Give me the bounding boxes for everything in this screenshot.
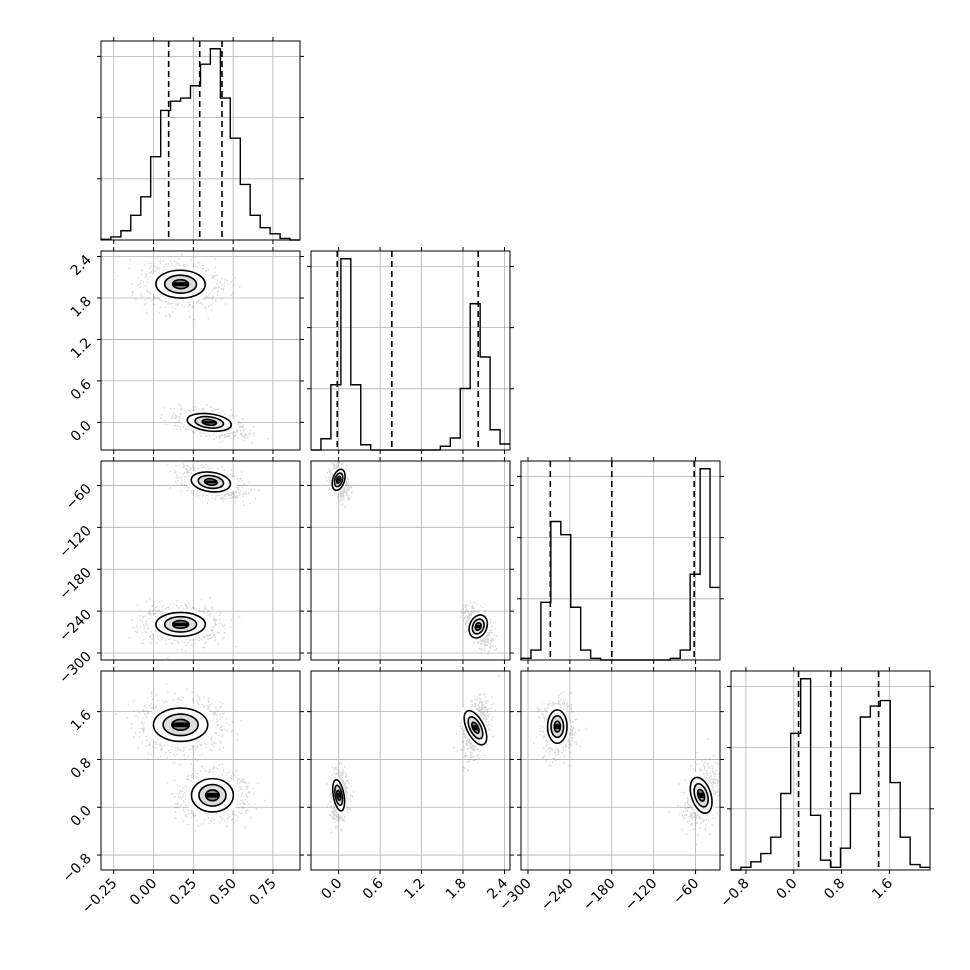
- y-tick-label: −240: [56, 607, 95, 646]
- x-tick-label: −180: [580, 876, 619, 915]
- x-tick-label: 0.50: [207, 876, 240, 909]
- panel-frame: [310, 460, 511, 661]
- y-tick-label: 2.4: [68, 252, 95, 279]
- x-tick-label: 1.2: [401, 876, 428, 903]
- scatter-area: [115, 683, 265, 832]
- density-peak: [205, 792, 220, 798]
- x-tick-label: 0.75: [246, 876, 279, 909]
- histogram-steps: [311, 258, 510, 451]
- y-tick-label: 0.0: [68, 803, 95, 830]
- corner-plot-panels: −0.8 0.0 0.8 1.60.00.61.21.82.4−300−240−180…: [56, 37, 934, 917]
- y-tick-label: 1.2: [68, 335, 95, 362]
- histogram-panel-2: [307, 247, 514, 454]
- density-peak: [202, 421, 217, 424]
- panel-frame: [310, 250, 511, 451]
- x-tick-label: −0.25: [79, 876, 121, 918]
- y-tick-label: 0.8: [68, 755, 95, 782]
- x-tick-label: 0.6: [360, 875, 387, 902]
- x-tick-label: −60: [670, 876, 702, 908]
- panel-frame: [100, 460, 301, 661]
- x-tick-label: 0.0: [774, 876, 801, 903]
- y-tick-label: −300: [56, 649, 95, 688]
- density-peak: [698, 792, 705, 798]
- density-peak: [172, 282, 189, 287]
- histogram-panel-1: [97, 37, 304, 244]
- y-tick-label: 0.6: [68, 376, 95, 403]
- density-peak: [336, 793, 341, 798]
- scatter-panel-4-2: 0.0 0.6 1.2 1.8 2.4: [307, 667, 514, 903]
- scatter-panel-2-1: 0.0 0.6 1.2 1.8 2.4: [68, 247, 304, 454]
- scatter-panel-3-1: −300−240−180−120 −60: [56, 457, 304, 687]
- density-peak: [336, 478, 341, 482]
- scatter-area: [533, 691, 720, 846]
- scatter-area: [325, 461, 498, 655]
- x-tick-label: 0.25: [167, 876, 200, 909]
- y-tick-label: −60: [63, 481, 95, 513]
- scatter-panel-3-2: [307, 457, 514, 664]
- y-tick-label: −120: [56, 523, 95, 562]
- density-peak: [204, 480, 218, 484]
- x-tick-label: 1.6: [869, 875, 896, 902]
- y-tick-label: 0.0: [68, 418, 95, 445]
- x-tick-label: 0.0: [318, 876, 345, 903]
- panel-frame: [100, 40, 301, 241]
- x-tick-label: 0.00: [127, 876, 160, 909]
- scatter-panel-4-1: −0.25 0.00 0.25 0.50 0.75 −0.8 0.0 0.8 1.6: [59, 667, 304, 917]
- histogram-panel-4: −0.8 0.0 0.8 1.6: [717, 667, 934, 911]
- scatter-panel-4-3: −300 −240 −180 −120 −60: [496, 667, 724, 914]
- scatter-area: [326, 675, 500, 834]
- y-tick-label: −0.8: [59, 851, 94, 886]
- x-tick-label: −0.8: [717, 876, 752, 911]
- y-tick-label: 1.8: [68, 294, 95, 321]
- density-peak: [172, 622, 189, 627]
- panel-frame: [520, 670, 721, 871]
- histogram-panel-3: [517, 457, 724, 664]
- panel-frame: [100, 670, 301, 871]
- panel-frame: [520, 460, 721, 661]
- density-peak: [475, 624, 481, 629]
- scatter-point-cloud: [115, 683, 242, 766]
- scatter-area: [128, 461, 260, 659]
- panel-frame: [100, 250, 301, 451]
- scatter-points: [115, 683, 242, 766]
- y-tick-label: 1.6: [68, 707, 95, 734]
- scatter-area: [116, 252, 269, 444]
- density-peak: [171, 722, 190, 728]
- density-peak: [472, 725, 479, 731]
- y-tick-label: −180: [56, 565, 95, 604]
- x-tick-label: −120: [622, 876, 661, 915]
- panel-frame: [310, 670, 511, 871]
- x-tick-label: −240: [538, 876, 577, 915]
- panel-frame: [730, 670, 931, 871]
- density-peak: [554, 724, 561, 729]
- x-tick-label: 0.8: [821, 876, 848, 903]
- x-tick-label: 1.8: [443, 876, 470, 903]
